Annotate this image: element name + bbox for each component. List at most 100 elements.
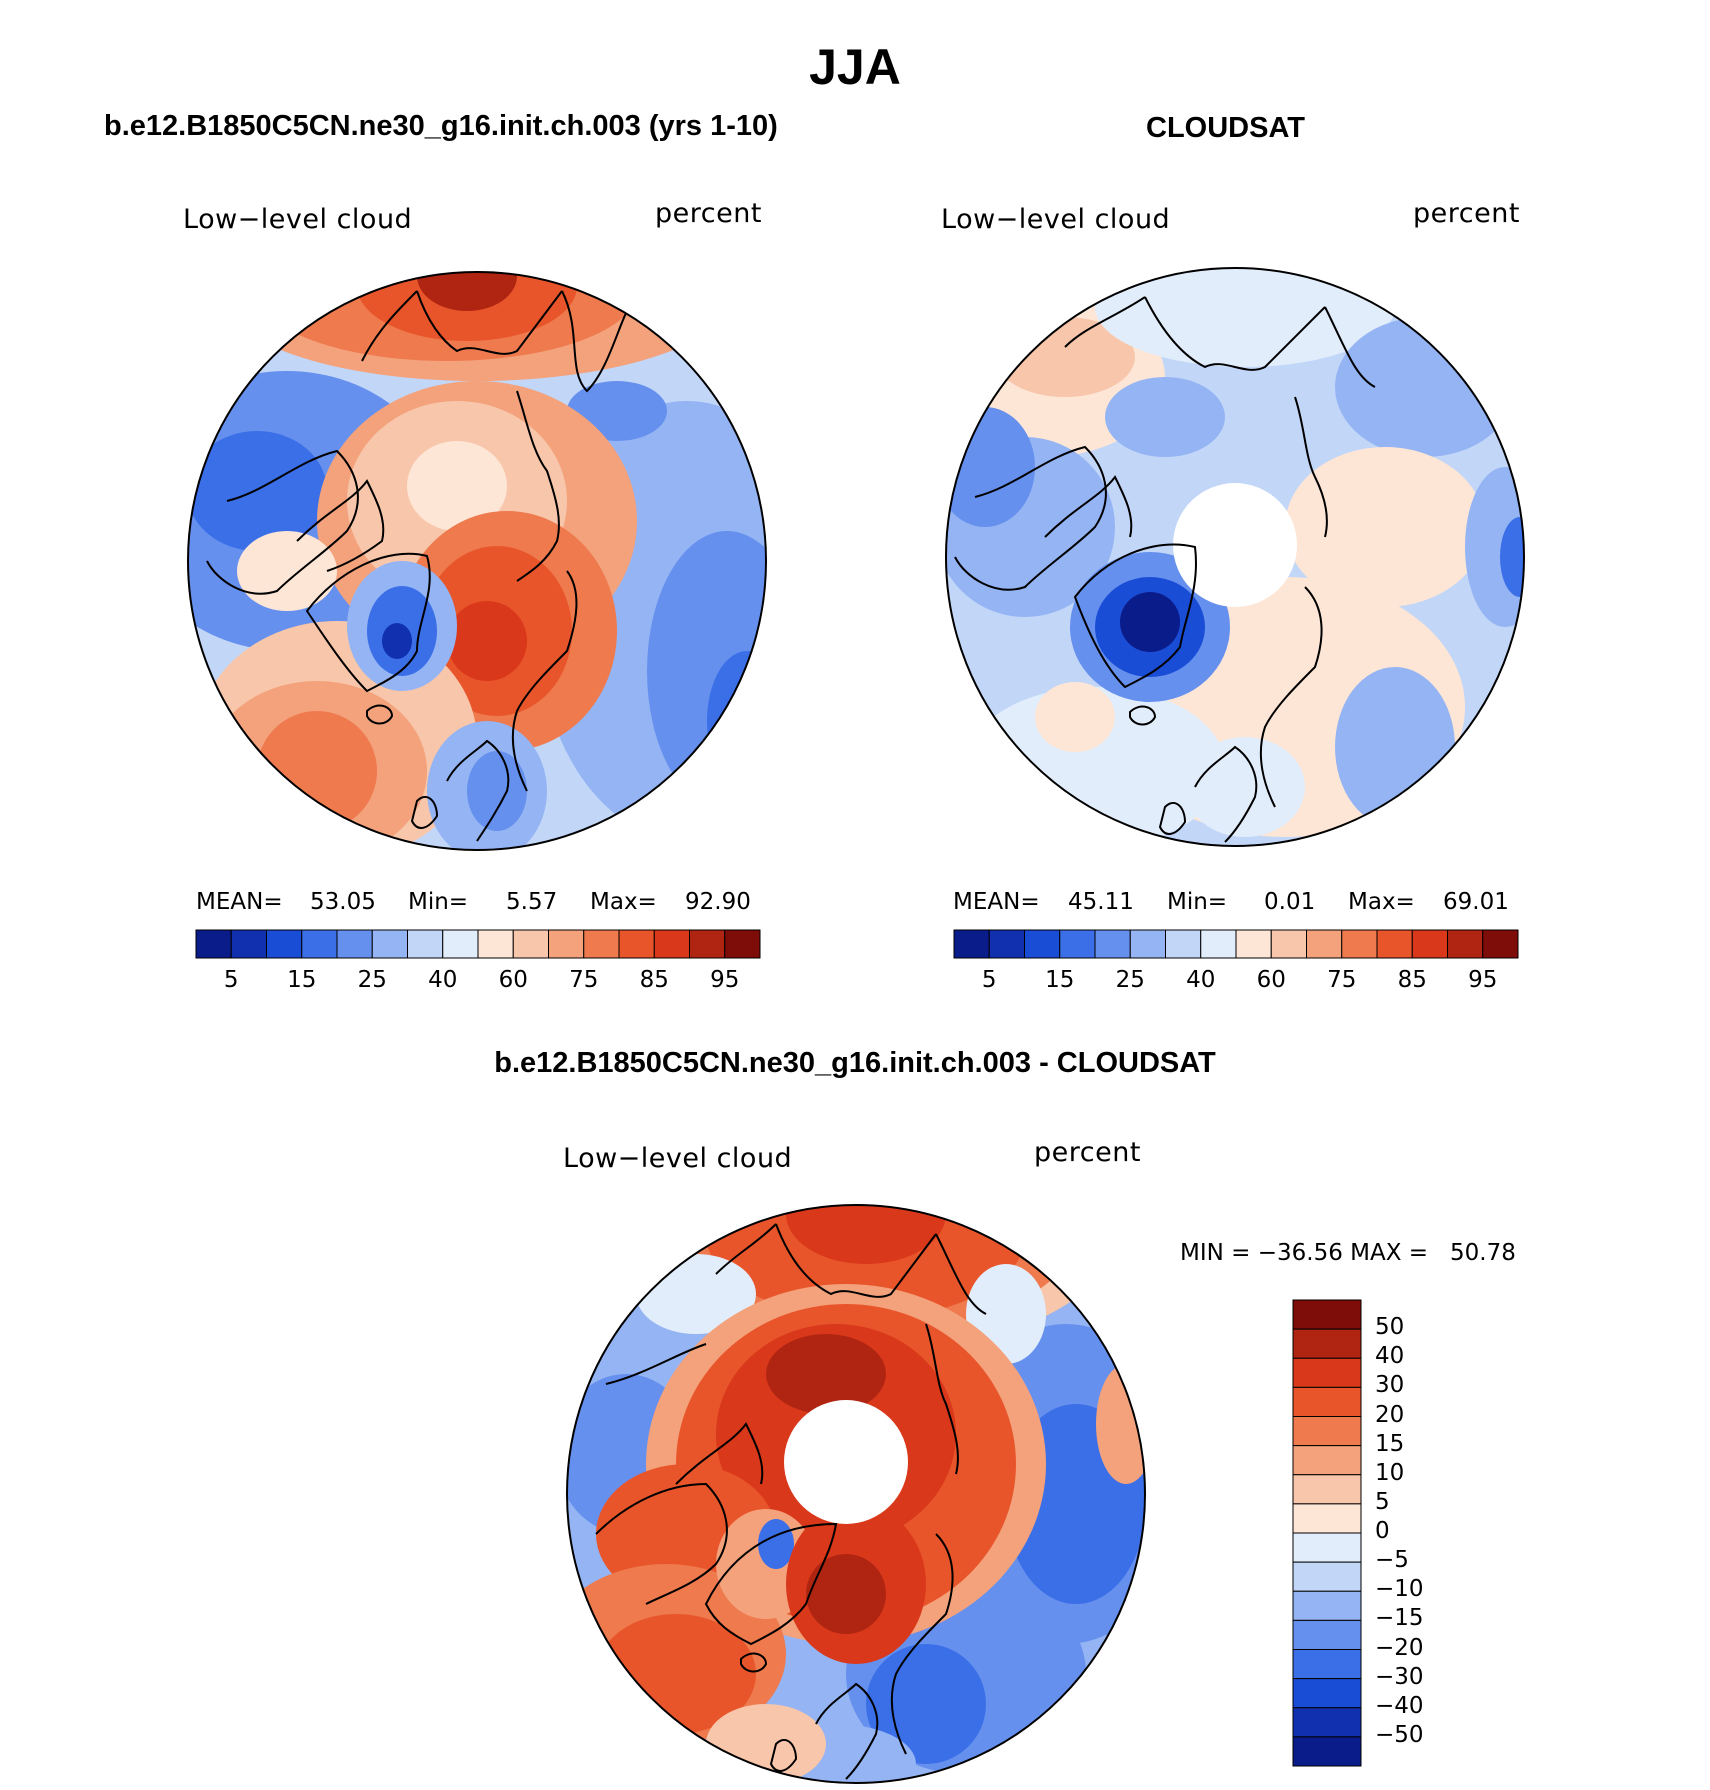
panel-obs-mean-value: 45.11 (1068, 889, 1134, 915)
panel-model-variable-label: Low−level cloud (183, 204, 413, 235)
colorbar-tick-label: 40 (428, 967, 458, 993)
coastlines (595, 1223, 987, 1780)
colorbar-swatch (1292, 1299, 1362, 1330)
colorbar-tick-label: 85 (639, 967, 669, 993)
colorbar-tick-label: −40 (1375, 1692, 1424, 1719)
panel-model-map (187, 271, 767, 851)
panel-obs-colorbar-ticks: 5 15 25 40 60 75 85 95 (954, 967, 1518, 997)
colorbar-swatch (583, 929, 620, 959)
colorbar-swatch (724, 929, 761, 959)
panel-model-title: b.e12.B1850C5CN.ne30_g16.init.ch.003 (yr… (104, 110, 778, 142)
colorbar-swatch (618, 929, 655, 959)
panel-model-max-label: Max= (590, 889, 657, 915)
colorbar-tick-label: 60 (498, 967, 528, 993)
colorbar-swatch (1292, 1707, 1362, 1738)
colorbar-swatch (1292, 1649, 1362, 1680)
colorbar-swatch (407, 929, 444, 959)
colorbar-tick-label: 25 (357, 967, 387, 993)
colorbar-swatch (1165, 929, 1202, 959)
colorbar-tick-label: −50 (1375, 1721, 1424, 1748)
colorbar-swatch (1059, 929, 1096, 959)
colorbar-swatch (988, 929, 1025, 959)
colorbar-swatch (1292, 1357, 1362, 1388)
colorbar-swatch (266, 929, 303, 959)
panel-model-units-label: percent (655, 198, 762, 229)
colorbar-tick-label: 40 (1186, 967, 1216, 993)
colorbar-tick-label: 75 (569, 967, 599, 993)
panel-diff-map (566, 1204, 1146, 1784)
colorbar-swatch (548, 929, 585, 959)
panel-model-mean-label: MEAN= (196, 889, 283, 915)
colorbar-tick-label: −10 (1375, 1576, 1424, 1603)
colorbar-tick-label: 5 (1375, 1488, 1390, 1515)
colorbar-swatch (1270, 929, 1307, 959)
colorbar-swatch (1292, 1532, 1362, 1563)
map-boundary (566, 1204, 1146, 1784)
coastlines (206, 290, 628, 842)
panel-diff-colorbar (1292, 1299, 1362, 1767)
colorbar-tick-label: 95 (710, 967, 740, 993)
panel-obs-title: CLOUDSAT (1146, 112, 1305, 144)
colorbar-swatch (1024, 929, 1061, 959)
panel-model-mean-value: 53.05 (310, 889, 376, 915)
colorbar-tick-label: 40 (1375, 1343, 1405, 1370)
colorbar-swatch (689, 929, 726, 959)
colorbar-tick-label: 5 (223, 967, 239, 993)
panel-model-colorbar (195, 929, 761, 959)
colorbar-tick-label: 15 (287, 967, 317, 993)
colorbar-swatch (1292, 1678, 1362, 1709)
colorbar-swatch (1094, 929, 1131, 959)
colorbar-swatch (1411, 929, 1448, 959)
panel-obs-variable-label: Low−level cloud (941, 204, 1171, 235)
polar-data-gap (1173, 483, 1297, 607)
colorbar-swatch (1292, 1386, 1362, 1417)
colorbar-swatch (477, 929, 514, 959)
panel-obs-colorbar (953, 929, 1519, 959)
figure-title: JJA (809, 39, 901, 95)
colorbar-swatch (1292, 1416, 1362, 1447)
colorbar-tick-label: 20 (1375, 1401, 1405, 1428)
colorbar-swatch (1292, 1503, 1362, 1534)
colorbar-swatch (1306, 929, 1343, 959)
panel-model-min-value: 5.57 (506, 889, 558, 915)
colorbar-tick-label: −15 (1375, 1605, 1424, 1632)
colorbar-swatch (1292, 1474, 1362, 1505)
colorbar-tick-label: 95 (1468, 967, 1498, 993)
panel-diff-colorbar-ticks: 50 40 30 20 15 10 5 0 −5 −10 −15 −20 −30 −40 −50 (1375, 1300, 1495, 1766)
colorbar-swatch (442, 929, 479, 959)
colorbar-tick-label: 10 (1375, 1459, 1405, 1486)
colorbar-swatch (230, 929, 267, 959)
panel-obs-min-label: Min= (1167, 889, 1228, 915)
panel-model-max-value: 92.90 (685, 889, 751, 915)
colorbar-swatch (653, 929, 690, 959)
colorbar-tick-label: 60 (1256, 967, 1286, 993)
colorbar-swatch (1292, 1328, 1362, 1359)
panel-obs-map (945, 267, 1525, 847)
panel-diff-variable-label: Low−level cloud (563, 1143, 793, 1174)
colorbar-swatch (1376, 929, 1413, 959)
colorbar-tick-label: 85 (1397, 967, 1427, 993)
panel-model-min-label: Min= (408, 889, 469, 915)
panel-obs-max-label: Max= (1348, 889, 1415, 915)
polar-data-gap (784, 1400, 908, 1524)
colorbar-tick-label: 25 (1115, 967, 1145, 993)
colorbar-tick-label: −5 (1375, 1547, 1409, 1574)
colorbar-swatch (301, 929, 338, 959)
colorbar-swatch (1447, 929, 1484, 959)
colorbar-swatch (1292, 1590, 1362, 1621)
panel-diff-units-label: percent (1034, 1137, 1141, 1168)
panel-obs-units-label: percent (1413, 198, 1520, 229)
panel-obs-max-value: 69.01 (1443, 889, 1509, 915)
colorbar-swatch (1235, 929, 1272, 959)
colorbar-swatch (1292, 1445, 1362, 1476)
colorbar-tick-label: 30 (1375, 1372, 1405, 1399)
colorbar-tick-label: 5 (981, 967, 997, 993)
colorbar-swatch (1292, 1736, 1362, 1767)
colorbar-swatch (512, 929, 549, 959)
panel-model-colorbar-ticks: 5 15 25 40 60 75 85 95 (196, 967, 760, 997)
colorbar-tick-label: 75 (1327, 967, 1357, 993)
colorbar-tick-label: 15 (1045, 967, 1075, 993)
map-boundary (945, 267, 1525, 847)
colorbar-swatch (371, 929, 408, 959)
colorbar-swatch (1341, 929, 1378, 959)
